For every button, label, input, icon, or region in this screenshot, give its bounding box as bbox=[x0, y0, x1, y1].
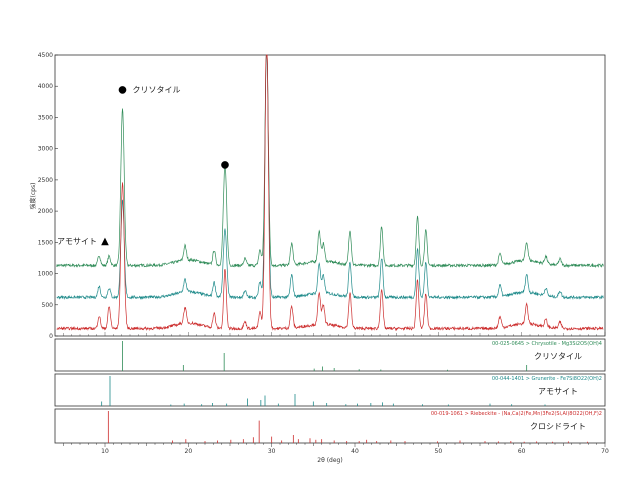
y-tick-label: 4500 bbox=[38, 52, 53, 59]
y-tick-label: 500 bbox=[42, 302, 54, 309]
annotation-marker: ▲ bbox=[101, 236, 109, 247]
y-tick-label: 1000 bbox=[38, 271, 53, 278]
series-line-1 bbox=[56, 54, 604, 269]
x-tick-label: 40 bbox=[351, 448, 359, 455]
main-y-axis: 0 500 1000 1500 2000 2500 3000 3500 4000 4500 bbox=[38, 52, 58, 340]
x-axis: 10 20 30 40 50 60 70 bbox=[63, 332, 609, 455]
x-tick-label: 50 bbox=[435, 448, 443, 455]
reference-panel-title: 00-044-1401 > Grunerite - Fe7Si8O22(OH)2 bbox=[492, 376, 602, 382]
annotation-layer: ● クリソタイル ● ▲ アモサイト bbox=[57, 84, 230, 247]
series-layer bbox=[56, 54, 604, 332]
reference-panel-title: 00-019-1061 > Riebeckite - (Na,Ca)2(Fe,M… bbox=[431, 411, 602, 417]
x-tick-label: 70 bbox=[601, 448, 609, 455]
reference-panel-title: 00-025-0645 > Chrysotile - Mg3Si2O5(OH)4 bbox=[492, 341, 602, 347]
y-axis-title: 強度(cps) bbox=[29, 183, 37, 210]
y-tick-label: 0 bbox=[49, 333, 53, 340]
x-tick-label: 10 bbox=[101, 448, 109, 455]
y-tick-label: 3500 bbox=[38, 114, 53, 121]
annotation-label: クリソタイル bbox=[133, 85, 181, 94]
reference-panel-frame bbox=[54, 338, 606, 372]
y-tick-label: 4000 bbox=[38, 83, 53, 90]
annotation-label: アモサイト bbox=[57, 237, 97, 246]
reference-panel-label: アモサイト bbox=[538, 387, 578, 396]
y-tick-label: 3000 bbox=[38, 146, 53, 153]
x-tick-label: 30 bbox=[268, 448, 276, 455]
annotation-marker: ● bbox=[118, 84, 127, 95]
y-tick-label: 2000 bbox=[38, 208, 53, 215]
annotation-marker: ● bbox=[221, 159, 230, 170]
reference-panel-label: クロシドライト bbox=[530, 422, 586, 431]
y-tick-label: 1500 bbox=[38, 239, 53, 246]
x-axis-title: 2θ (deg) bbox=[317, 457, 342, 464]
reference-panels: 00-025-0645 > Chrysotile - Mg3Si2O5(OH)4… bbox=[54, 338, 606, 444]
reference-panel-frame bbox=[54, 373, 606, 407]
series-line-2 bbox=[56, 54, 604, 300]
series-line-3 bbox=[56, 54, 604, 332]
reference-panel-label: クリソタイル bbox=[534, 352, 582, 361]
x-tick-label: 20 bbox=[185, 448, 193, 455]
x-tick-label: 60 bbox=[518, 448, 526, 455]
y-tick-label: 2500 bbox=[38, 177, 53, 184]
